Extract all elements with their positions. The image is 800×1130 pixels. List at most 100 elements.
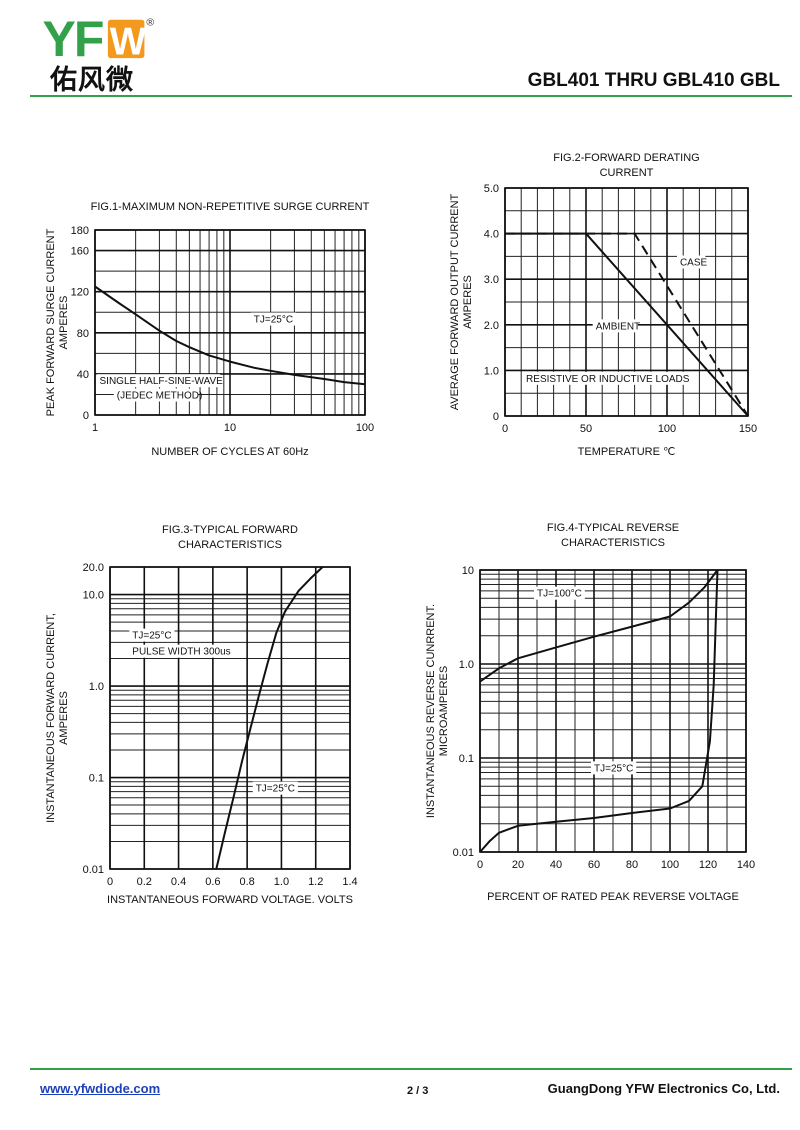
chart-annotation: TJ=25°C (256, 784, 295, 795)
y-tick-label: 180 (71, 225, 89, 237)
y-tick-label: 2.0 (484, 320, 499, 332)
y-tick-label: 0.1 (459, 753, 474, 765)
annotation-backing (592, 319, 638, 333)
page-number: 2 / 3 (407, 1085, 429, 1097)
annotation-backing (676, 255, 706, 269)
annotation-backing (96, 374, 221, 388)
x-axis-label: TEMPERATURE ℃ (578, 446, 676, 458)
fig3-plot: 0 0.2 0.4 0.6 0.8 1.0 1.2 1.4 0.01 0.1 1.0 10.0 20.0… (83, 562, 358, 888)
x-tick-label: 0 (107, 876, 113, 888)
y-tick-label: 3.0 (484, 274, 499, 286)
fig3-svg: 0 0.2 0.4 0.6 0.8 1.0 1.2 1.4 0.01 0.1 1.0 10.0 20.0… (45, 524, 358, 906)
series-line-0 (94, 285, 366, 386)
chart-title: FIG.3-TYPICAL FORWARD (162, 524, 298, 536)
logo-registered: ® (146, 16, 154, 28)
y-tick-label: 5.0 (484, 183, 499, 195)
plot-frame (504, 187, 749, 417)
chart-annotation: PULSE WIDTH 300us (132, 647, 230, 658)
footer-divider (30, 1068, 792, 1070)
x-tick-label: 100 (356, 422, 374, 434)
x-tick-label: 1.2 (308, 876, 323, 888)
x-tick-label: 40 (550, 859, 562, 871)
y-axis-label: INSTANTANEOUS REVERSE CUNRRENT. (425, 604, 437, 818)
header-divider (30, 95, 792, 97)
y-tick-label: 1.0 (89, 681, 104, 693)
fig4-plot: 0 20 40 60 80 100 120 140 0.01 0.1 1.0 10 TJ=100°C TJ… (453, 565, 756, 871)
annotation-backing (129, 644, 231, 658)
x-tick-label: 1.4 (342, 876, 357, 888)
series-line-tj-100-c (479, 569, 719, 683)
logo-w-letter: W (110, 20, 147, 62)
y-tick-label: 0 (493, 411, 499, 423)
x-axis-label: NUMBER OF CYCLES AT 60Hz (151, 446, 308, 458)
y-tick-label: 80 (77, 328, 89, 340)
logo-text: YF (43, 12, 103, 62)
chart-annotation: CASE (680, 258, 708, 269)
chart-annotation: TJ=25°C (132, 631, 171, 642)
annotation-backing (113, 388, 199, 402)
x-tick-label: 120 (699, 859, 717, 871)
y-axis-label: AVERAGE FORWARD OUTPUT CURRENT (449, 193, 461, 410)
y-tick-label: 0.1 (89, 773, 104, 785)
y-tick-label: 160 (71, 246, 89, 258)
fig4-svg: 0 20 40 60 80 100 120 140 0.01 0.1 1.0 10 TJ=100°C TJ… (425, 522, 756, 903)
x-tick-label: 100 (661, 859, 679, 871)
x-tick-label: 0 (477, 859, 483, 871)
annotation-backing (591, 761, 637, 775)
fig2-svg: 0 50 100 150 0 1.0 2.0 3.0 4.0 5.0 CASE AMBIENT RESI… (449, 152, 757, 458)
page-header: YF W ® 佑风微 GBL401 THRU GBL410 GBL (0, 0, 800, 100)
x-tick-label: 80 (626, 859, 638, 871)
plot-frame (94, 229, 366, 416)
chart-title: FIG.1-MAXIMUM NON-REPETITIVE SURGE CURRE… (91, 201, 370, 213)
chart-annotation: TJ=25°C (594, 763, 633, 774)
y-axis-label: INSTANTANEOUS FORWARD CURRENT, (45, 613, 57, 823)
y-tick-label: 4.0 (484, 229, 499, 241)
fig2-derating-chart: 0 50 100 150 0 1.0 2.0 3.0 4.0 5.0 CASE AMBIENT RESI… (440, 145, 780, 475)
series-line-tj-25-c (479, 569, 719, 853)
fig1-svg: 1 10 100 0 40 80 120 160 180 TJ=25°C SINGLE HALF-S… (45, 201, 374, 458)
x-tick-label: 0.6 (205, 876, 220, 888)
chart-annotation: AMBIENT (596, 321, 640, 332)
y-axis-label: AMPERES (58, 296, 70, 350)
page-title: GBL401 THRU GBL410 GBL (527, 70, 780, 91)
annotation-backing (523, 371, 686, 385)
y-axis-label: PEAK FORWARD SURGE CURRENT (45, 228, 57, 416)
y-axis-label: AMPERES (58, 691, 70, 745)
x-tick-label: 0.8 (239, 876, 254, 888)
x-tick-label: 0.2 (137, 876, 152, 888)
chart-title: FIG.4-TYPICAL REVERSE (547, 522, 679, 534)
y-axis-label: MICROAMPERES (438, 666, 450, 756)
y-tick-label: 20.0 (83, 562, 104, 574)
y-tick-label: 0 (83, 410, 89, 422)
x-tick-label: 150 (739, 423, 757, 435)
y-tick-label: 0.01 (453, 847, 474, 859)
series-line-0 (215, 566, 324, 870)
fig3-forward-chart: 0 0.2 0.4 0.6 0.8 1.0 1.2 1.4 0.01 0.1 1.0 10.0 20.0… (40, 515, 380, 915)
x-tick-label: 100 (658, 423, 676, 435)
chart-annotation: TJ=25°C (254, 315, 293, 326)
chart-title: CURRENT (600, 167, 654, 179)
chart-title: CHARACTERISTICS (561, 537, 665, 549)
x-tick-label: 1.0 (274, 876, 289, 888)
x-axis-label: INSTANTANEOUS FORWARD VOLTAGE. VOLTS (107, 894, 353, 906)
fig2-plot: 0 50 100 150 0 1.0 2.0 3.0 4.0 5.0 CASE AMBIENT RESI… (484, 183, 757, 435)
x-tick-label: 20 (512, 859, 524, 871)
annotation-backing (129, 628, 175, 642)
chart-title: CHARACTERISTICS (178, 539, 282, 551)
chart-annotation: (JEDEC METHOD) (117, 391, 203, 402)
chart-annotation: RESISTIVE OR INDUCTIVE LOADS (526, 374, 690, 385)
x-tick-label: 0 (502, 423, 508, 435)
website-link[interactable]: www.yfwdiode.com (40, 1081, 161, 1096)
y-tick-label: 10.0 (83, 590, 104, 602)
x-tick-label: 60 (588, 859, 600, 871)
y-tick-label: 120 (71, 287, 89, 299)
y-tick-label: 40 (77, 369, 89, 381)
x-tick-label: 1 (92, 422, 98, 434)
x-tick-label: 50 (580, 423, 592, 435)
y-tick-label: 10 (462, 565, 474, 577)
annotation-backing (252, 781, 298, 795)
logo-icon: YF W ® (43, 12, 155, 62)
plot-frame (109, 566, 351, 870)
chart-annotation: TJ=100°C (537, 589, 582, 600)
fig1-surge-chart: 1 10 100 0 40 80 120 160 180 TJ=25°C SINGLE HALF-S… (40, 190, 380, 480)
